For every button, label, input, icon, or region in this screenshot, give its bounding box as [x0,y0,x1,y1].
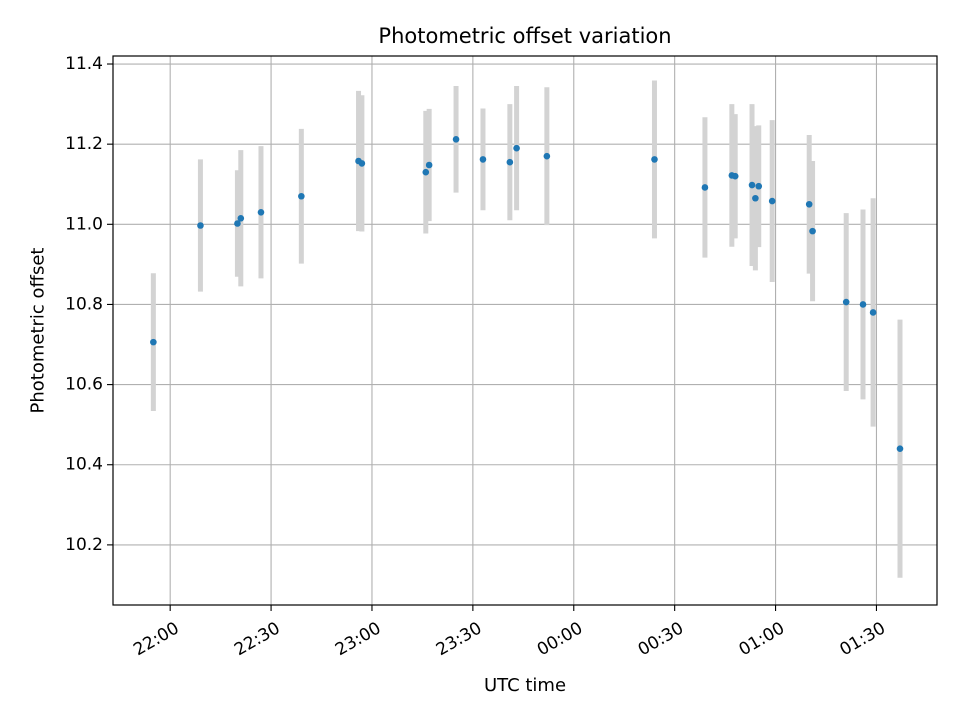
data-points [150,136,904,453]
x-tick-label: 23:00 [332,618,384,660]
data-point [768,197,776,205]
y-axis-label: Photometric offset [28,248,49,414]
data-point [234,220,241,227]
plot-frame [112,55,938,606]
data-point [543,152,551,160]
ticks: 22:00 22:30 23:00 23:30 00:00 00:30 01:00 01:30… [65,54,889,660]
data-point [197,222,204,229]
data-point [809,227,816,235]
data-point [513,144,520,152]
data-point [506,158,514,166]
x-tick-label: 00:00 [534,618,586,660]
y-tick-label: 10.6 [65,375,103,395]
x-tick-label: 01:30 [837,618,889,660]
y-tick-label: 10.2 [65,535,103,555]
data-point [755,182,763,190]
data-point [731,172,739,180]
data-point [298,192,305,200]
data-point [479,156,487,163]
data-point [752,194,759,202]
data-point [859,301,867,308]
chart-title: Photometric offset variation [378,24,671,48]
data-point [842,298,850,306]
data-point [869,309,877,316]
data-point [425,161,433,169]
data-point [805,200,813,208]
x-tick-label: 23:30 [433,618,485,660]
x-tick-label: 22:30 [231,618,283,660]
y-tick-label: 10.4 [65,455,103,475]
data-point [651,156,658,163]
data-point [701,184,709,191]
data-point [257,208,265,216]
data-point [452,136,460,143]
y-tick-label: 11.4 [65,54,103,74]
grid [113,56,937,605]
data-point [150,338,157,346]
data-point [896,445,904,453]
error-bars [150,80,903,578]
data-point [748,181,756,189]
x-axis-label: UTC time [484,675,566,696]
y-tick-label: 10.8 [65,294,103,314]
y-tick-label: 11.2 [65,134,103,154]
x-tick-label: 22:00 [130,618,182,660]
x-tick-label: 01:00 [736,618,788,660]
data-point [237,214,245,222]
data-point [358,160,366,167]
data-point [422,168,430,176]
x-tick-label: 00:30 [635,618,687,660]
y-tick-label: 11.0 [65,214,103,234]
